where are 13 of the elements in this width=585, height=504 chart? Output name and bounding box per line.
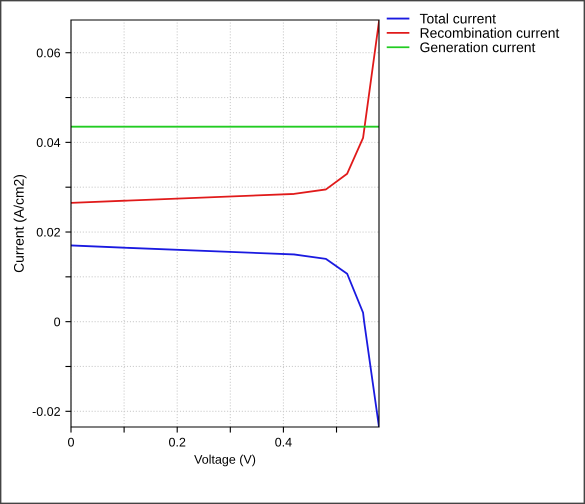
legend-label: Generation current bbox=[420, 42, 536, 52]
x-axis-title: Voltage (V) bbox=[194, 454, 256, 466]
x-tick-label: 0.2 bbox=[169, 438, 186, 447]
y-tick-label: 0.02 bbox=[36, 228, 60, 237]
y-tick-label: 0 bbox=[54, 317, 60, 326]
legend-label: Total current bbox=[420, 13, 496, 24]
y-axis-title: Current (A/cm2) bbox=[14, 174, 27, 272]
x-tick-label: 0.4 bbox=[275, 438, 292, 447]
x-tick-label: 0 bbox=[68, 438, 74, 447]
y-tick-label: 0.06 bbox=[36, 48, 60, 58]
y-tick-label: 0.04 bbox=[36, 138, 60, 148]
y-tick-label: -0.02 bbox=[32, 407, 60, 416]
legend-label: Recombination current bbox=[420, 28, 560, 38]
